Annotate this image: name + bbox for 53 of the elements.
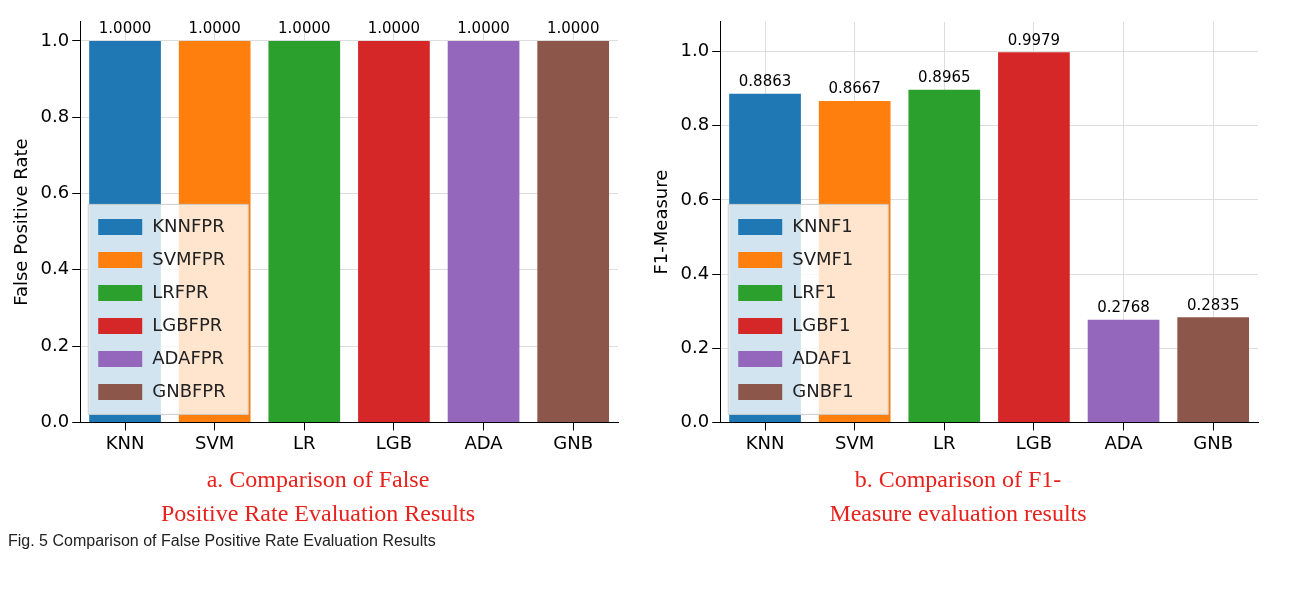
data-label: 0.9979 <box>1007 30 1061 49</box>
data-label: 0.8863 <box>738 72 792 91</box>
y-axis-title: False Positive Rate <box>10 138 32 306</box>
legend-label: LRF1 <box>792 280 837 302</box>
y-tick-label: 0.6 <box>680 187 710 209</box>
legend-label: KNNF1 <box>792 214 853 236</box>
x-tick-label: GNB <box>1193 431 1234 453</box>
x-tick-label: SVM <box>195 431 235 453</box>
data-label: 1.0000 <box>546 19 600 38</box>
legend-label: LGBFPR <box>152 313 223 335</box>
x-tick-label: LR <box>933 431 956 453</box>
legend-label: SVMF1 <box>792 247 854 269</box>
x-tick-label: ADA <box>464 431 504 453</box>
y-tick-label: 0.6 <box>40 181 70 203</box>
legend-label: ADAF1 <box>792 346 853 368</box>
data-label: 0.8965 <box>918 68 971 87</box>
caption: Fig. 5 Comparison of False Positive Rate Evaluation Results <box>8 532 437 550</box>
x-tick-label: ADA <box>1104 431 1144 453</box>
x-tick-label: GNB <box>553 431 594 453</box>
y-tick-label: 0.0 <box>40 410 70 432</box>
legend-label: KNNFPR <box>152 214 225 236</box>
x-tick-label: LGB <box>1015 431 1053 453</box>
y-tick-label: 0.4 <box>680 261 710 283</box>
legend-label: LRFPR <box>152 280 209 302</box>
data-label: 0.2835 <box>1186 295 1240 314</box>
legend-label: LGBF1 <box>792 313 851 335</box>
data-label: 0.8667 <box>828 79 881 98</box>
text: a. Comparison of False Positive Rate Evaluation Results <box>160 465 476 528</box>
data-label: 1.0000 <box>457 19 510 38</box>
y-tick-label: 0.2 <box>40 333 70 355</box>
data-label: 1.0000 <box>367 19 421 38</box>
legend-label: GNBF1 <box>792 379 854 401</box>
data-label: 1.0000 <box>278 19 331 38</box>
data-label: 0.2768 <box>1097 298 1150 317</box>
y-tick-label: 0.0 <box>680 410 710 432</box>
y-tick-label: 0.4 <box>40 257 70 279</box>
y-tick-label: 0.2 <box>680 335 710 357</box>
legend-label: SVMFPR <box>152 247 226 269</box>
x-tick-label: KNN <box>105 431 145 453</box>
x-tick-label: KNN <box>745 431 785 453</box>
y-tick-label: 1.0 <box>680 39 710 61</box>
data-label: 1.0000 <box>188 19 241 38</box>
legend-label: ADAFPR <box>152 346 225 368</box>
x-tick-label: LGB <box>375 431 413 453</box>
y-tick-label: 0.8 <box>40 104 70 126</box>
y-tick-label: 1.0 <box>40 28 70 50</box>
y-tick-label: 0.8 <box>680 113 710 135</box>
x-tick-label: LR <box>293 431 316 453</box>
text: b. Comparison of F1- Measure evaluation results <box>828 465 1088 528</box>
legend-label: GNBFPR <box>152 379 226 401</box>
y-axis-title: F1-Measure <box>650 169 672 275</box>
data-label: 1.0000 <box>98 19 152 38</box>
x-tick-label: SVM <box>835 431 875 453</box>
